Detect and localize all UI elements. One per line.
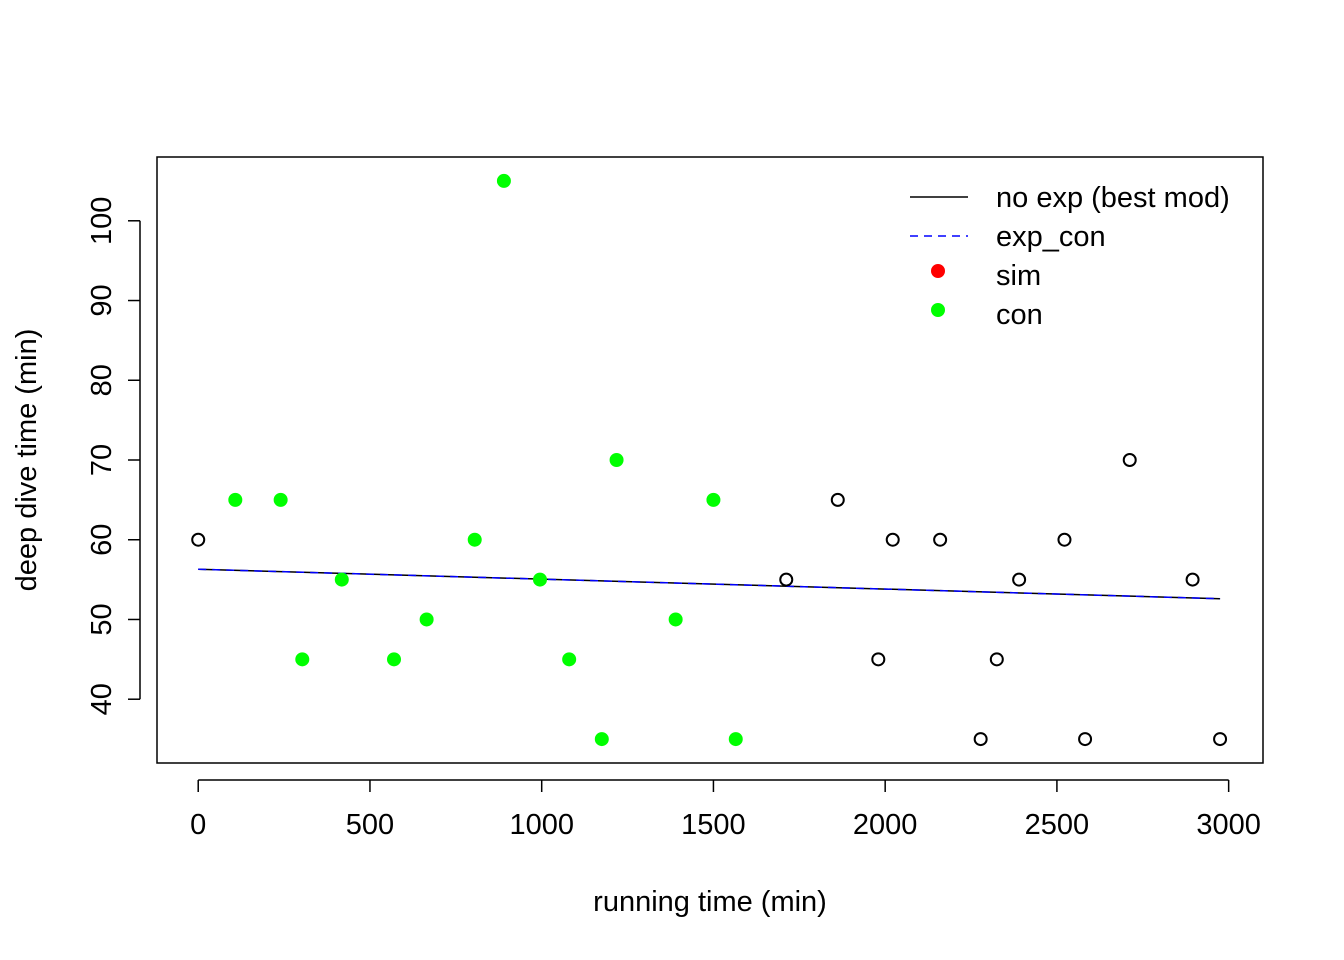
legend-point-swatch (931, 303, 945, 317)
legend-label: con (996, 299, 1043, 331)
x-axis: 0 500 1000 1500 2000 2500 3000 (190, 779, 1261, 841)
y-tick-label: 80 (86, 364, 118, 396)
data-point-open (1213, 732, 1228, 747)
data-point-con (295, 652, 310, 667)
data-point-open (779, 572, 794, 587)
y-tick-label: 100 (86, 197, 118, 245)
y-tick-label: 50 (86, 603, 118, 635)
data-point-open (871, 652, 886, 667)
fit-line-exp-con (198, 568, 1221, 600)
data-point-open (1185, 572, 1200, 587)
data-point-open (1078, 732, 1093, 747)
data-point-open (933, 532, 948, 547)
legend-label: sim (996, 260, 1041, 292)
data-point-con (562, 652, 577, 667)
x-tick-label: 0 (190, 809, 206, 841)
y-axis-label: deep dive time (min) (11, 329, 43, 592)
data-point-con (609, 453, 624, 467)
data-point-con (706, 492, 721, 507)
fit-lines (198, 568, 1221, 600)
data-point-con (594, 732, 609, 747)
data-point-open (973, 732, 988, 747)
x-tick-label: 1000 (509, 809, 574, 841)
data-point-con (668, 612, 683, 627)
data-point-con (728, 732, 743, 747)
y-axis: 40 50 60 70 80 90 100 (86, 197, 141, 715)
data-point-open (191, 532, 206, 547)
data-point-con (532, 572, 547, 587)
legend-label: exp_con (996, 221, 1106, 253)
legend-label: no exp (best mod) (996, 182, 1230, 214)
x-tick-label: 500 (346, 809, 394, 841)
data-point-con (419, 612, 434, 627)
data-point-open (1122, 453, 1137, 467)
x-tick-label: 1500 (681, 809, 746, 841)
data-point-con (334, 572, 349, 587)
y-tick-label: 70 (86, 444, 118, 476)
data-point-con (273, 492, 288, 507)
y-tick-label: 40 (86, 683, 118, 715)
x-tick-label: 3000 (1196, 809, 1261, 841)
data-point-con (496, 173, 511, 188)
data-point-open (885, 532, 900, 547)
data-point-open (830, 492, 845, 507)
x-axis-label: running time (min) (593, 886, 827, 918)
data-point-con (228, 492, 243, 507)
data-point-open (1057, 532, 1072, 547)
y-tick-label: 60 (86, 524, 118, 556)
data-point-con (387, 652, 401, 667)
y-tick-label: 90 (86, 284, 118, 316)
plot-frame (156, 156, 1264, 764)
data-point-open (1012, 572, 1027, 587)
x-tick-label: 2000 (853, 809, 918, 841)
data-point-open (989, 652, 1004, 667)
x-tick-label: 2500 (1025, 809, 1090, 841)
legend-point-swatch (931, 264, 945, 278)
data-points (191, 173, 1228, 747)
data-point-con (467, 532, 482, 547)
